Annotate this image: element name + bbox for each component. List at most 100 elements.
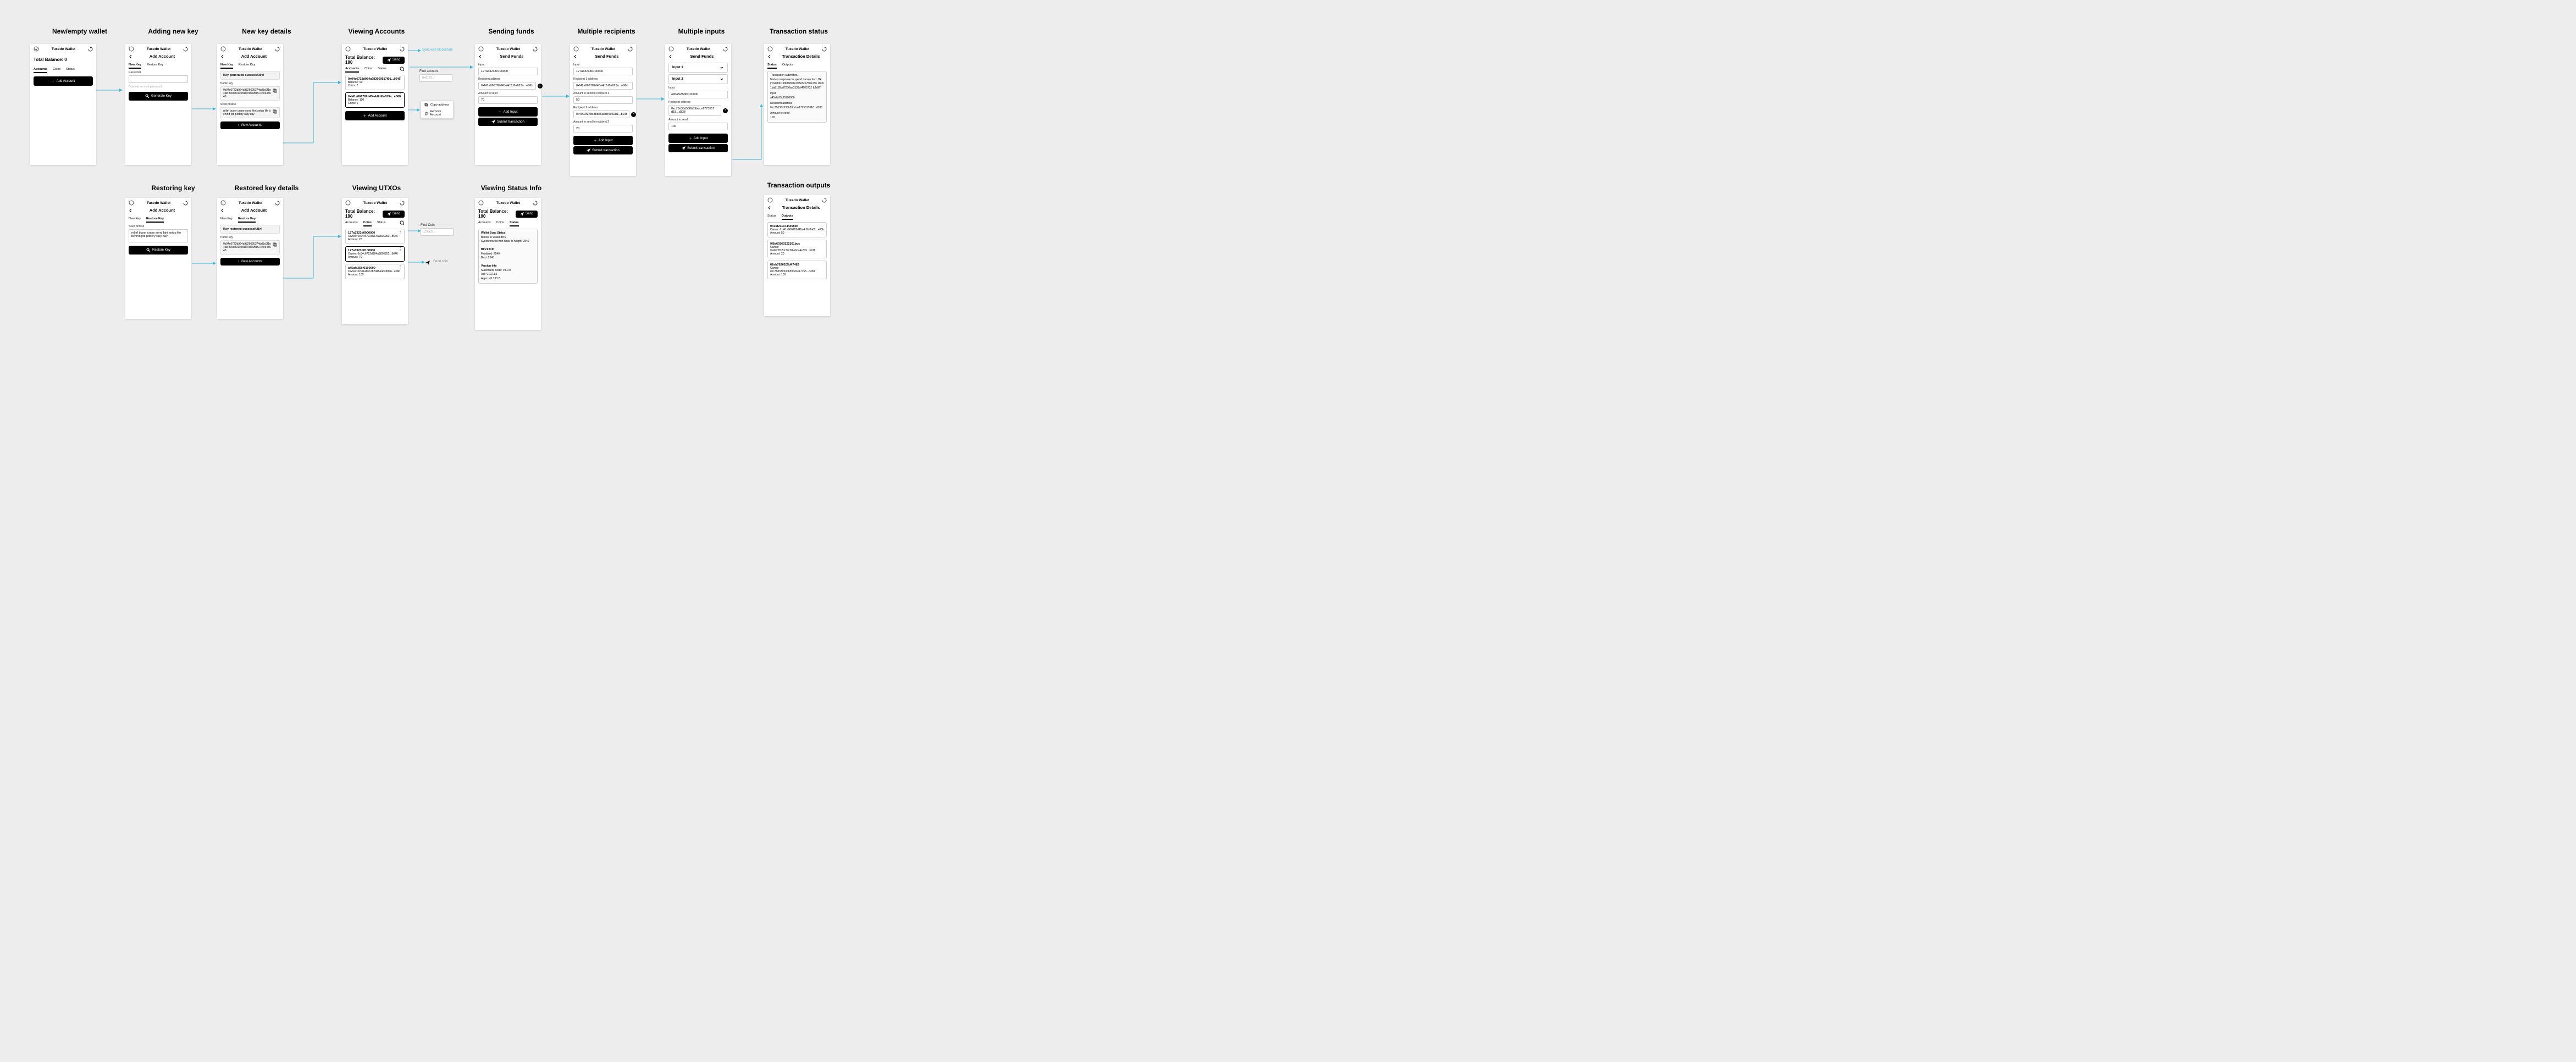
search-icon[interactable] — [400, 220, 405, 225]
tab-restore-key[interactable]: Restore Key — [239, 63, 255, 69]
add-account-button[interactable]: ＋Add Account — [345, 111, 405, 120]
tab-coins[interactable]: Coins — [496, 221, 504, 226]
refresh-icon[interactable] — [400, 47, 405, 52]
seed-input[interactable]: relief buyer crane sorry hint setup life… — [129, 229, 188, 242]
tab-restore-key[interactable]: Restore Key — [147, 63, 163, 69]
tab-accounts[interactable]: Accounts — [34, 68, 47, 73]
kebab-icon[interactable]: ⋮ — [398, 77, 402, 79]
tab-restore-key[interactable]: Restore Key — [238, 217, 256, 223]
input-field[interactable]: 127a3323d0100000 — [478, 68, 538, 75]
refresh-icon[interactable] — [275, 47, 280, 52]
view-accounts-button[interactable]: ›View Accounts — [220, 258, 280, 266]
back-icon[interactable] — [129, 208, 133, 213]
amount-input[interactable]: 70 — [478, 96, 538, 104]
back-icon[interactable] — [129, 54, 133, 59]
refresh-icon[interactable] — [400, 201, 405, 206]
copy-icon[interactable] — [273, 242, 277, 247]
kebab-icon[interactable]: ⋮ — [398, 95, 402, 97]
tab-status[interactable]: Status — [378, 67, 386, 73]
restore-key-button[interactable]: Restore Key — [129, 246, 188, 255]
back-icon[interactable] — [767, 54, 772, 59]
add-input-button[interactable]: ＋Add Input — [478, 107, 538, 117]
tab-coins[interactable]: Coins — [363, 221, 372, 226]
submit-tx-button[interactable]: Submit transaction — [573, 146, 633, 154]
tab-tx-status[interactable]: Status — [767, 63, 777, 69]
utxo-card-2[interactable]: 127a3323d0100000Owner: 0x04c6722d964a982… — [345, 246, 405, 262]
password-input[interactable] — [129, 75, 188, 83]
amount-input[interactable]: 100 — [668, 123, 728, 130]
remove-account-item[interactable]: Remove Account — [421, 108, 453, 118]
tab-new-key[interactable]: New Key — [220, 63, 233, 69]
account-card-2[interactable]: 0xf41a866782d45a4d2d8a623a...e06b Balanc… — [345, 92, 405, 108]
input-field[interactable]: a45afa35bf0100000 — [668, 91, 728, 98]
send-button[interactable]: Send — [383, 211, 405, 218]
tab-new-key[interactable]: New Key — [220, 217, 233, 223]
add-account-button[interactable]: ＋Add Account — [34, 76, 93, 86]
refresh-icon[interactable] — [822, 198, 827, 203]
tab-status[interactable]: Status — [377, 221, 386, 226]
send-button[interactable]: Send — [516, 211, 538, 218]
account-card-1[interactable]: 0x04c6722d964a982669517f01...8646 Balanc… — [345, 75, 405, 90]
back-icon[interactable] — [220, 54, 225, 59]
view-accounts-button[interactable]: ›View Accounts — [220, 121, 280, 129]
back-icon[interactable] — [668, 54, 673, 59]
tab-tx-outputs[interactable]: Outputs — [782, 63, 793, 69]
remove-recipient-icon[interactable]: × — [631, 112, 636, 117]
send-button[interactable]: Send — [383, 57, 405, 64]
remove-recipient-icon[interactable]: × — [723, 108, 728, 113]
refresh-icon[interactable] — [533, 201, 538, 206]
tab-accounts[interactable]: Accounts — [345, 221, 358, 226]
back-icon[interactable] — [478, 54, 483, 59]
refresh-icon[interactable] — [183, 47, 188, 52]
tab-accounts[interactable]: Accounts — [478, 221, 491, 226]
amount-r2-input[interactable]: 20 — [573, 125, 633, 132]
tab-new-key[interactable]: New Key — [129, 217, 141, 223]
refresh-icon[interactable] — [88, 47, 93, 52]
kebab-icon[interactable]: ⋮ — [398, 248, 402, 251]
refresh-icon[interactable] — [628, 47, 633, 52]
send-coin-label: Send coin — [433, 260, 448, 263]
tab-coins[interactable]: Coins — [364, 67, 372, 73]
input-field[interactable]: 127a3323d0100000 — [573, 68, 633, 75]
recipient2-input[interactable]: 0x4922f37dc3bd26a6dc4e32b1...b91f — [573, 110, 629, 118]
recipient-input[interactable]: 0xc78d33d530b59bdce177551?d18...d338 — [668, 105, 721, 116]
find-coin-input[interactable]: 127a33... — [421, 228, 454, 236]
refresh-icon[interactable] — [533, 47, 538, 52]
back-icon[interactable] — [573, 54, 578, 59]
copy-icon[interactable] — [273, 88, 277, 93]
refresh-icon[interactable] — [822, 47, 827, 52]
tab-accounts[interactable]: Accounts — [345, 67, 359, 73]
submit-tx-button[interactable]: Submit transaction — [668, 144, 728, 152]
add-input-button[interactable]: ＋Add Input — [668, 134, 728, 143]
recipient1-input[interactable]: 0xf41a866782d45a4d2d8a623a...e06b — [573, 82, 633, 90]
submit-tx-button[interactable]: Submit transaction — [478, 118, 538, 126]
back-icon[interactable] — [767, 206, 772, 210]
kebab-icon[interactable]: ⋮ — [398, 266, 402, 268]
copy-address-item[interactable]: Copy address — [421, 101, 453, 108]
recipient-input[interactable]: 0xf41a866782d45a4d2d8a623a...e06b — [478, 82, 536, 90]
remove-recipient-icon[interactable]: ＋ — [538, 84, 543, 88]
tab-tx-status[interactable]: Status — [767, 214, 776, 220]
tab-status[interactable]: Status — [510, 221, 519, 226]
refresh-icon[interactable] — [275, 201, 280, 206]
find-account-input[interactable]: 0x0123... — [419, 74, 452, 82]
amount-r1-input[interactable]: 50 — [573, 96, 633, 104]
add-input-button[interactable]: ＋Add Input — [573, 136, 633, 145]
utxo-card-3[interactable]: a45afa35bf0100000Owner: 0xf41a866782d45a… — [345, 264, 405, 279]
generate-key-button[interactable]: Generate Key — [129, 92, 188, 101]
copy-icon[interactable] — [273, 109, 277, 114]
tab-coins[interactable]: Coins — [53, 68, 60, 73]
utxo-card-1[interactable]: 127a3323d0000000Owner: 0x04c6722d964a982… — [345, 229, 405, 244]
search-icon[interactable] — [400, 67, 405, 71]
refresh-icon[interactable] — [183, 201, 188, 206]
tab-status[interactable]: Status — [66, 68, 75, 73]
tab-restore-key[interactable]: Restore Key — [146, 217, 164, 223]
input1-accordion[interactable]: Input 1 — [668, 63, 728, 73]
tab-new-key[interactable]: New Key — [129, 63, 141, 69]
kebab-icon[interactable]: ⋮ — [398, 231, 402, 233]
input2-accordion[interactable]: Input 2 — [668, 74, 728, 84]
tab-tx-outputs[interactable]: Outputs — [782, 214, 793, 220]
back-icon[interactable] — [220, 208, 225, 213]
title-viewing-accounts: Viewing Accounts — [327, 27, 426, 35]
refresh-icon[interactable] — [723, 47, 728, 52]
